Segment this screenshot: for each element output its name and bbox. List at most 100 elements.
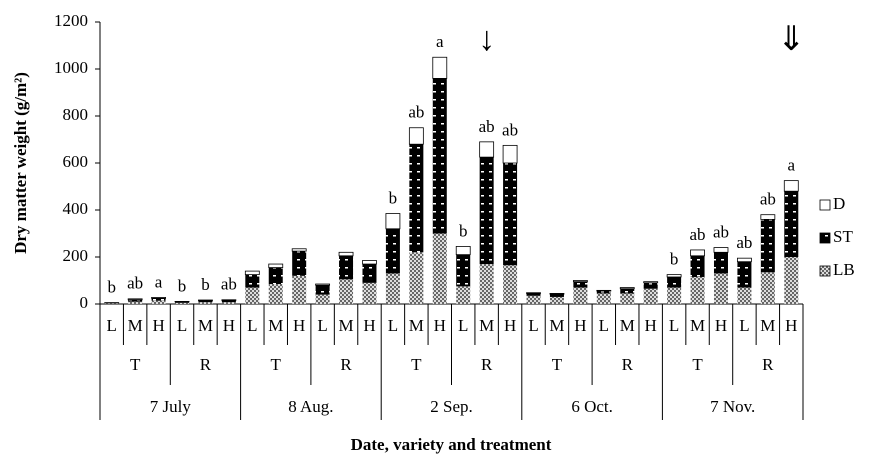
variety-label: T	[271, 355, 282, 374]
bar-segment	[502, 144, 518, 164]
x-tick-label: M	[338, 316, 353, 335]
bar-segment	[620, 293, 635, 304]
bar-segment	[619, 287, 635, 290]
bar-label: b	[670, 250, 679, 269]
x-tick-label: M	[690, 316, 705, 335]
bar-segment	[690, 249, 705, 257]
legend-swatch	[819, 265, 831, 277]
bar-segment	[198, 302, 213, 304]
y-tick-label: 1200	[54, 11, 88, 30]
bar-segment	[456, 254, 471, 287]
variety-label: T	[411, 355, 422, 374]
bar-segment	[175, 302, 190, 304]
bar-segment	[221, 302, 236, 304]
variety-label: T	[552, 355, 563, 374]
legend-label: ST	[833, 227, 853, 246]
bar-segment	[666, 274, 682, 278]
bar-segment	[526, 293, 541, 296]
x-tick-label: H	[363, 316, 375, 335]
x-tick-label: H	[574, 316, 586, 335]
bar-segment	[432, 233, 447, 304]
bar-segment	[338, 251, 354, 257]
bar-segment	[573, 287, 588, 304]
bar-segment	[596, 289, 612, 292]
bar-segment	[151, 298, 166, 301]
bar-segment	[127, 298, 143, 301]
bar-segment	[784, 191, 799, 257]
date-label: 7 Nov.	[710, 397, 755, 416]
bar-segment	[198, 300, 213, 303]
x-tick-label: L	[177, 316, 187, 335]
bar-segment	[408, 127, 424, 145]
bar-label: ab	[408, 103, 424, 122]
bar-segment	[526, 292, 541, 294]
bar-label: b	[201, 275, 210, 294]
bar-segment	[268, 263, 284, 268]
bar-segment	[596, 293, 611, 304]
x-tick-label: L	[458, 316, 468, 335]
y-tick-label: 800	[63, 105, 89, 124]
bar-segment	[151, 300, 166, 304]
bar-segment	[760, 219, 775, 273]
bar-segment	[572, 280, 588, 283]
y-axis-label: Dry matter weight (g/m²)	[11, 72, 30, 254]
date-label: 7 July	[150, 397, 192, 416]
bar-segment	[268, 284, 283, 304]
bar-segment	[385, 213, 401, 230]
x-tick-label: H	[152, 316, 164, 335]
bar-segment	[713, 252, 728, 274]
variety-label: R	[340, 355, 352, 374]
x-tick-label: H	[645, 316, 657, 335]
bar-segment	[221, 300, 236, 303]
bar-segment	[760, 214, 776, 220]
x-tick-label: H	[504, 316, 516, 335]
bar-segment	[690, 255, 705, 277]
bar-segment	[244, 270, 260, 276]
bar-segment	[737, 287, 752, 304]
bar-segment	[549, 294, 564, 297]
y-tick-label: 0	[80, 293, 89, 312]
bar-segment	[128, 301, 143, 304]
bar-segment	[315, 285, 330, 295]
bar-segment	[479, 264, 494, 304]
variety-label: R	[200, 355, 212, 374]
bar-segment	[737, 261, 752, 288]
bar-segment	[409, 144, 424, 253]
bar-segment	[409, 252, 424, 304]
legend-swatch	[819, 232, 831, 244]
date-label: 8 Aug.	[288, 397, 333, 416]
bar-label: b	[389, 188, 398, 207]
bar-label: a	[155, 272, 163, 291]
bar-segment	[667, 276, 682, 288]
bar-segment	[503, 163, 518, 266]
bar-segment	[643, 282, 658, 289]
bar-segment	[245, 287, 260, 304]
bar-segment	[526, 295, 541, 304]
variety-label: R	[762, 355, 774, 374]
bar-segment	[315, 283, 331, 286]
arrow: ⇓	[777, 21, 806, 58]
bar-segment	[291, 248, 307, 252]
bar-segment	[198, 299, 213, 302]
bar-label: b	[459, 221, 468, 240]
y-tick-label: 200	[63, 246, 89, 265]
x-tick-label: L	[247, 316, 257, 335]
bar-segment	[713, 247, 729, 253]
bar-segment	[245, 274, 260, 288]
bar-label: a	[788, 156, 796, 175]
bar-segment	[268, 267, 283, 285]
arrow: ↓	[478, 21, 495, 58]
bar-segment	[596, 291, 611, 294]
bar-segment	[128, 299, 143, 302]
bar-segment	[175, 301, 190, 303]
bar-label: b	[178, 276, 187, 295]
bar-label: ab	[760, 190, 776, 209]
bar-segment	[479, 141, 495, 158]
x-tick-label: H	[434, 316, 446, 335]
bar-segment	[221, 299, 237, 301]
bar-segment	[479, 157, 494, 265]
bar-segment	[456, 286, 471, 304]
x-axis-label: Date, variety and treatment	[351, 435, 552, 454]
bar-segment	[362, 260, 377, 265]
bar-segment	[760, 272, 775, 304]
